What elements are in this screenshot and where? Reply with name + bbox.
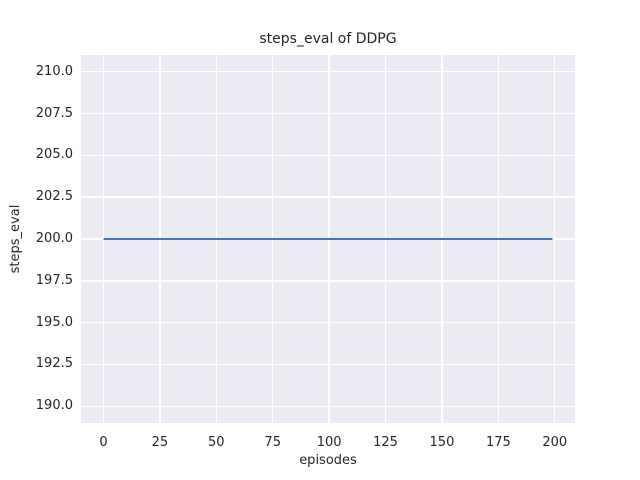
x-tick-label: 50 [208, 435, 225, 450]
y-tick-label: 200.0 [35, 231, 73, 246]
x-tick-label: 200 [542, 435, 568, 450]
y-gridline [81, 154, 575, 157]
x-tick-label: 25 [151, 435, 169, 450]
y-tick-label: 197.5 [35, 272, 73, 288]
x-tick-label: 100 [316, 435, 342, 450]
y-tick-label: 195.0 [35, 314, 73, 330]
plot-area [81, 55, 575, 423]
y-tick-label: 192.5 [35, 356, 73, 372]
y-tick-label: 210.0 [35, 63, 73, 79]
series-layer [103, 238, 553, 240]
y-gridline [81, 280, 575, 282]
x-tick-label: 125 [373, 435, 398, 450]
y-gridline [81, 196, 575, 198]
chart-title: steps_eval of DDPG [259, 31, 397, 47]
y-gridline [81, 112, 575, 115]
y-tick-label: 190.0 [35, 398, 73, 414]
y-tick-label: 202.5 [35, 189, 73, 205]
y-gridline [81, 363, 575, 366]
x-tick-label: 75 [264, 435, 281, 450]
y-tick-label: 207.5 [35, 105, 73, 121]
y-tick-label: 205.0 [35, 147, 73, 163]
x-axis-label: episodes [299, 453, 357, 468]
x-tick-label: 150 [429, 435, 455, 450]
x-tick-label: 175 [485, 435, 511, 450]
y-gridline [81, 71, 575, 73]
x-tick-label: 0 [99, 435, 108, 450]
y-gridline [81, 405, 575, 407]
y-gridline [81, 321, 575, 324]
